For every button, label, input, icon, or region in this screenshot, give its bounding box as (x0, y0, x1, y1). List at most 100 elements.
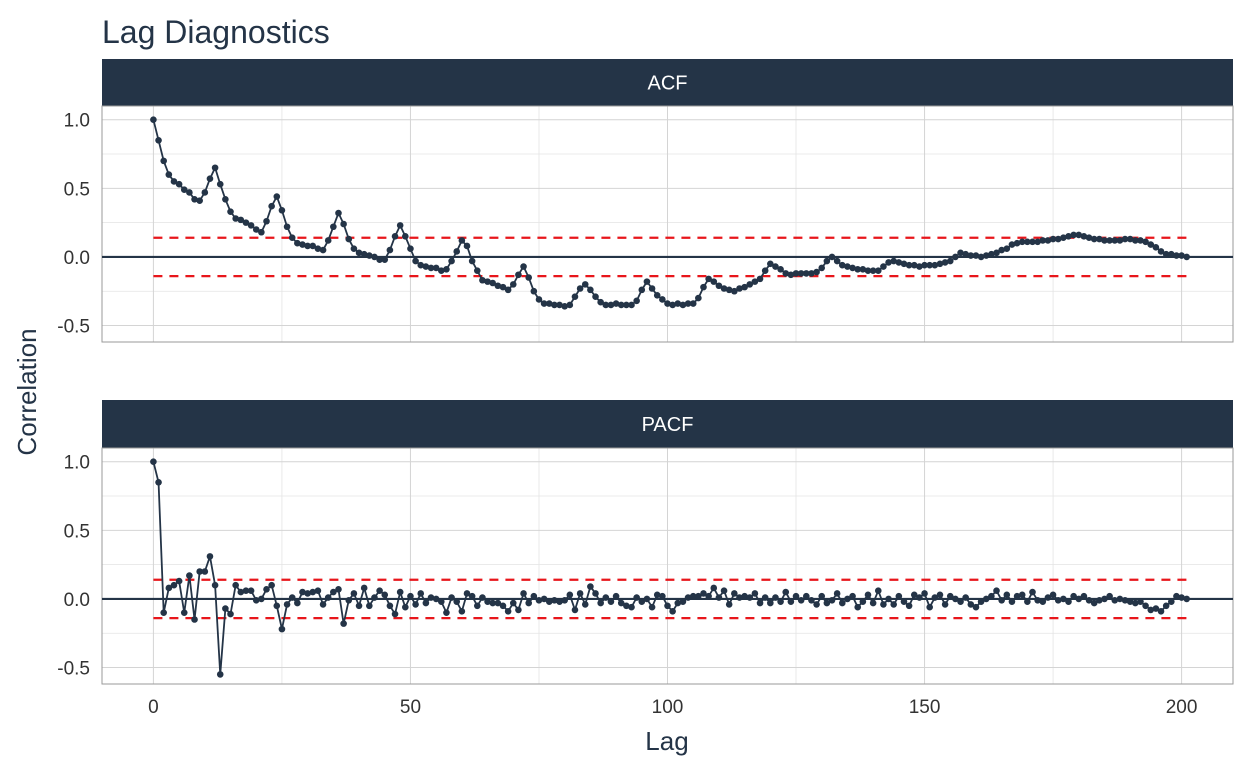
data-point (689, 592, 697, 600)
data-point (1178, 252, 1185, 259)
data-point (479, 276, 486, 284)
data-point (453, 248, 461, 255)
data-point (808, 597, 815, 604)
data-point (1111, 597, 1119, 604)
data-point (967, 252, 975, 259)
data-point (242, 587, 250, 594)
data-point (155, 137, 162, 144)
data-point (998, 246, 1005, 254)
data-point (278, 206, 286, 214)
data-point (638, 286, 646, 294)
data-point (767, 599, 774, 607)
data-point (1060, 234, 1067, 242)
data-point (792, 592, 800, 600)
data-point (1003, 245, 1011, 252)
data-point (756, 275, 764, 283)
data-point (258, 228, 265, 236)
data-point (438, 598, 445, 605)
data-point (294, 239, 301, 247)
data-point (545, 300, 553, 307)
data-point (797, 270, 805, 277)
data-point (684, 594, 692, 601)
data-point (499, 283, 507, 291)
data-point (263, 586, 270, 593)
data-point (273, 602, 281, 610)
data-point (345, 597, 353, 604)
data-point (288, 234, 296, 242)
x-axis: 0 50 100 150 200 (148, 697, 1197, 718)
data-point (952, 595, 959, 603)
data-point (551, 597, 558, 604)
data-point (828, 253, 836, 261)
y-tick-label: -0.5 (57, 659, 90, 680)
strip-header (102, 59, 1233, 106)
data-point (725, 286, 733, 294)
x-tick-label: 100 (652, 697, 684, 718)
data-point (566, 591, 574, 599)
data-point (458, 237, 466, 244)
data-point (1147, 606, 1155, 614)
data-point (191, 196, 198, 203)
data-point (936, 591, 944, 599)
data-point (227, 610, 234, 618)
data-point (417, 261, 425, 269)
panel-acf: ACF 1.0 0.5 0.0 -0.5 (57, 59, 1234, 343)
data-point (335, 586, 342, 593)
data-point (731, 287, 738, 295)
data-point (576, 285, 584, 292)
data-point (186, 572, 193, 579)
data-point (561, 303, 568, 310)
data-point (885, 595, 892, 603)
data-point (623, 602, 630, 610)
data-point (422, 263, 430, 270)
data-point (648, 285, 656, 292)
data-point (648, 603, 656, 611)
data-point (1075, 595, 1083, 603)
data-point (484, 278, 491, 285)
data-point (1029, 238, 1036, 246)
data-point (931, 594, 939, 601)
data-point (412, 601, 419, 608)
data-point (864, 591, 872, 599)
data-point (283, 601, 291, 608)
data-point (1116, 595, 1124, 603)
data-point (150, 458, 157, 466)
data-point (962, 594, 969, 601)
data-point (242, 219, 250, 226)
data-point (797, 597, 805, 604)
y-tick-label: 1.0 (64, 453, 90, 474)
data-point (211, 581, 219, 589)
data-point (165, 171, 173, 178)
data-point (345, 235, 353, 243)
data-point (874, 267, 882, 274)
data-point (746, 594, 754, 601)
data-point (895, 259, 903, 266)
data-point (175, 577, 183, 585)
data-point (1106, 237, 1113, 244)
data-point (396, 588, 404, 596)
data-point (494, 282, 502, 290)
data-point (1039, 237, 1047, 244)
data-point (443, 265, 450, 273)
data-point (1034, 597, 1041, 604)
data-point (957, 598, 964, 605)
data-point (587, 583, 594, 590)
data-point (417, 590, 425, 597)
data-point (216, 671, 224, 678)
data-point (972, 252, 980, 259)
data-point (710, 278, 718, 285)
data-point (823, 599, 831, 607)
data-point (273, 193, 281, 200)
data-point (890, 257, 897, 265)
data-point (571, 293, 579, 301)
data-point (936, 260, 944, 268)
data-point (695, 294, 702, 302)
data-point (540, 300, 548, 307)
data-point (211, 164, 219, 172)
data-point (977, 598, 985, 605)
x-axis-title: Lag (645, 726, 688, 756)
data-point (1116, 237, 1124, 244)
data-point (905, 261, 913, 269)
data-point (880, 263, 887, 270)
data-point (509, 599, 517, 607)
